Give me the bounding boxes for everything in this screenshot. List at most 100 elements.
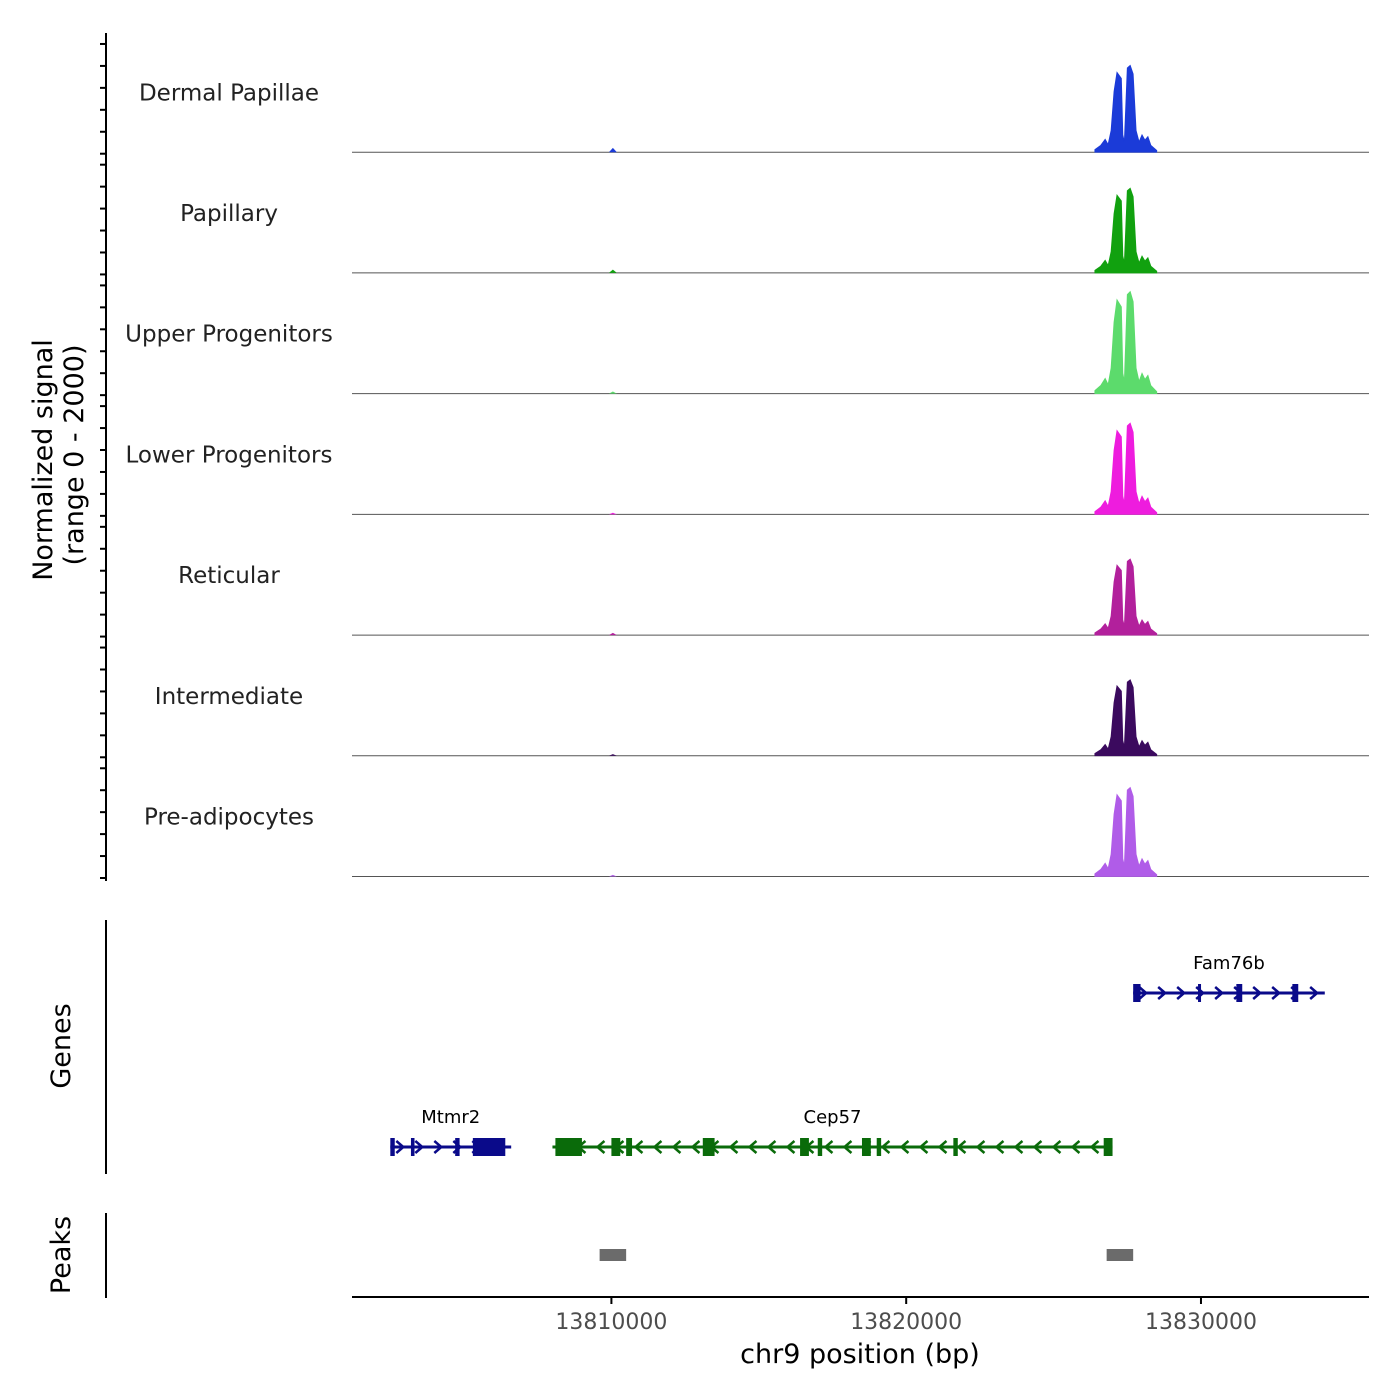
coverage-axis-ticks xyxy=(100,42,106,879)
gene-exon xyxy=(410,1138,415,1156)
signal-small-peak xyxy=(608,147,617,153)
coverage-track: Pre-adipocytes xyxy=(144,786,1369,877)
strand-arrow xyxy=(880,1140,891,1154)
strand-arrow xyxy=(1013,1140,1024,1154)
strand-arrow xyxy=(652,1140,663,1154)
gene-exon xyxy=(626,1138,633,1156)
strand-arrow xyxy=(1051,1140,1062,1154)
gene-label: Cep57 xyxy=(804,1107,862,1128)
gene-exon xyxy=(876,1138,882,1156)
coverage-track: Upper Progenitors xyxy=(125,290,1369,395)
strand-arrow xyxy=(1309,986,1320,1000)
strand-arrow xyxy=(1271,986,1282,1000)
strand-arrow xyxy=(1214,986,1225,1000)
peak-region xyxy=(599,1249,627,1261)
signal-small-peak xyxy=(608,512,617,515)
strand-arrow xyxy=(1176,986,1187,1000)
strand-arrow xyxy=(975,1140,986,1154)
x-tick-label: 13810000 xyxy=(555,1310,667,1335)
gene-exon xyxy=(1236,984,1243,1002)
strand-arrow xyxy=(956,1140,967,1154)
strand-arrow xyxy=(994,1140,1005,1154)
coverage-track: Dermal Papillae xyxy=(139,64,1369,153)
strand-arrow xyxy=(823,1140,834,1154)
gene-exon xyxy=(1292,984,1299,1002)
strand-arrow xyxy=(747,1140,758,1154)
peaks-track-title: Peaks xyxy=(46,1216,77,1294)
gene-exon xyxy=(611,1138,621,1156)
track-label: Upper Progenitors xyxy=(125,322,333,348)
track-label: Pre-adipocytes xyxy=(144,805,314,831)
strand-arrow xyxy=(633,1140,644,1154)
gene-exon xyxy=(1133,984,1141,1002)
strand-arrow xyxy=(1157,986,1168,1000)
strand-arrow xyxy=(690,1140,701,1154)
track-label: Intermediate xyxy=(155,684,303,710)
track-label: Papillary xyxy=(180,201,278,227)
track-label: Reticular xyxy=(178,563,280,589)
genes-track-title: Genes xyxy=(46,1003,77,1088)
signal-peak xyxy=(1094,422,1158,515)
gene-model: Mtmr2 xyxy=(390,1107,512,1156)
strand-arrow xyxy=(1089,1140,1100,1154)
coverage-track: Lower Progenitors xyxy=(126,422,1369,515)
gene-exon xyxy=(555,1138,582,1156)
y-axis-title-line1: Normalized signal xyxy=(28,339,59,581)
coverage-track: Intermediate xyxy=(155,679,1369,757)
peak-region xyxy=(1106,1249,1134,1261)
gene-exon xyxy=(472,1138,506,1156)
signal-peak xyxy=(1094,187,1158,274)
strand-arrow xyxy=(595,1140,606,1154)
strand-arrow xyxy=(937,1140,948,1154)
signal-peak xyxy=(1094,558,1158,636)
strand-arrow xyxy=(395,1140,406,1154)
gene-model: Cep57 xyxy=(552,1107,1113,1156)
strand-arrow xyxy=(671,1140,682,1154)
strand-arrow xyxy=(433,1140,444,1154)
signal-small-peak xyxy=(608,269,617,273)
track-label: Lower Progenitors xyxy=(126,442,333,468)
strand-arrow xyxy=(842,1140,853,1154)
signal-peak xyxy=(1094,64,1158,153)
x-axis-ticks: 13810000 13820000 13830000 xyxy=(555,1297,1257,1335)
gene-exon xyxy=(800,1138,809,1156)
signal-small-peak xyxy=(608,632,617,636)
gene-exon xyxy=(817,1138,823,1156)
coverage-tracks: Dermal Papillae Papillary Upper Progenitor… xyxy=(125,64,1369,877)
strand-arrow xyxy=(1252,986,1263,1000)
strand-arrow xyxy=(728,1140,739,1154)
gene-exon xyxy=(702,1138,715,1156)
strand-arrow xyxy=(1070,1140,1081,1154)
strand-arrow xyxy=(414,1140,425,1154)
gene-label: Fam76b xyxy=(1193,953,1265,974)
coverage-track: Papillary xyxy=(180,187,1369,274)
gene-exon xyxy=(861,1138,871,1156)
peaks-track xyxy=(599,1249,1134,1261)
gene-model: Fam76b xyxy=(1133,953,1325,1002)
gene-exon xyxy=(953,1138,958,1156)
track-label: Dermal Papillae xyxy=(139,80,319,106)
strand-arrow xyxy=(1138,986,1149,1000)
gene-label: Mtmr2 xyxy=(421,1107,480,1128)
x-axis-title: chr9 position (bp) xyxy=(740,1339,980,1370)
strand-arrow xyxy=(785,1140,796,1154)
x-tick-label: 13830000 xyxy=(1145,1310,1257,1335)
gene-exon xyxy=(390,1138,395,1156)
x-tick-label: 13820000 xyxy=(850,1310,962,1335)
genes-track: Mtmr2 Cep57 Fam76b xyxy=(390,953,1325,1156)
strand-arrow xyxy=(766,1140,777,1154)
signal-peak xyxy=(1094,786,1158,877)
strand-arrow xyxy=(1032,1140,1043,1154)
strand-arrow xyxy=(899,1140,910,1154)
signal-peak xyxy=(1094,290,1158,395)
signal-small-peak xyxy=(608,754,617,756)
coverage-track: Reticular xyxy=(178,558,1369,636)
gene-exon xyxy=(455,1138,460,1156)
gene-exon xyxy=(1103,1138,1113,1156)
strand-arrow xyxy=(918,1140,929,1154)
signal-small-peak xyxy=(608,391,617,394)
signal-peak xyxy=(1094,679,1158,757)
y-axis-title-line2: (range 0 - 2000) xyxy=(59,345,90,566)
signal-small-peak xyxy=(608,874,617,877)
